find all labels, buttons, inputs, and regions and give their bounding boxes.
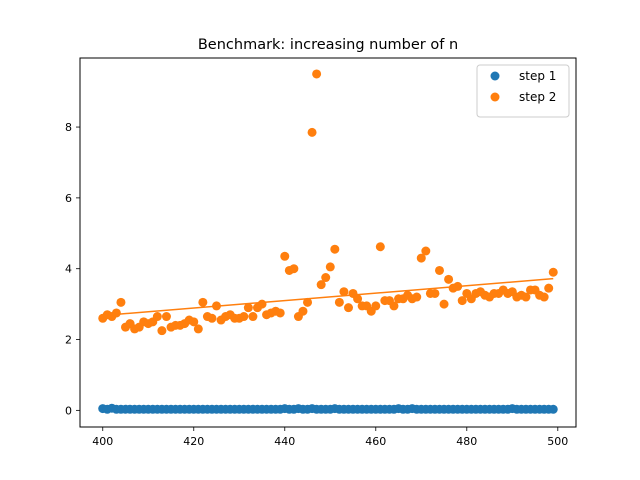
legend-marker-step-1 <box>490 71 500 81</box>
step-2-point <box>157 326 167 336</box>
step-2-point <box>434 265 444 275</box>
step-2-point <box>325 262 335 272</box>
y-tick-label: 0 <box>65 404 72 417</box>
step-2-point <box>371 301 381 311</box>
x-tick-label: 400 <box>92 435 113 448</box>
x-tick-label: 440 <box>274 435 295 448</box>
step-2-point <box>439 299 449 309</box>
step-2-point <box>161 312 171 322</box>
step-2-point <box>307 127 317 137</box>
step-2-point <box>330 244 340 254</box>
x-tick-label: 460 <box>365 435 386 448</box>
plot-frame <box>79 57 577 428</box>
step-2-point <box>280 251 290 261</box>
x-tick-label: 480 <box>456 435 477 448</box>
step-2-point <box>316 280 326 290</box>
plot-content <box>98 69 558 414</box>
step-2-point <box>189 317 199 327</box>
step-2-point <box>412 292 422 302</box>
chart-title: Benchmark: increasing number of n <box>198 37 458 53</box>
step-2-point <box>430 288 440 298</box>
step-2-point <box>289 264 299 274</box>
step-2-point <box>303 297 313 307</box>
step-2-point <box>312 69 322 79</box>
step-2-point <box>239 312 249 322</box>
x-axis: 400 420 440 460 480 500 <box>92 427 568 448</box>
step-2-point <box>116 297 126 307</box>
step-2-point <box>298 306 308 316</box>
step-2-point <box>375 242 385 252</box>
x-tick-label: 500 <box>547 435 568 448</box>
legend-label-step-1: step 1 <box>519 69 556 83</box>
y-axis: 0 2 4 6 8 <box>65 121 80 417</box>
step-2-point <box>334 297 344 307</box>
step-2-point <box>416 253 426 263</box>
step-2-point <box>111 308 121 318</box>
step-2-point <box>257 299 267 309</box>
trend-line <box>102 277 554 317</box>
step-2-point <box>198 297 208 307</box>
step-2-point <box>353 294 363 304</box>
step-2-point <box>539 292 549 302</box>
step-2-point <box>339 287 349 297</box>
y-tick-label: 2 <box>65 334 72 347</box>
y-tick-label: 8 <box>65 121 72 134</box>
legend: step 1 step 2 <box>476 64 570 118</box>
step-2-point <box>248 312 258 322</box>
step-2-point <box>243 303 253 313</box>
step-2-point <box>389 301 399 311</box>
step-1-point <box>548 404 558 414</box>
step-2-point <box>275 308 285 318</box>
step-2-point <box>548 267 558 277</box>
step-2-point <box>207 313 217 323</box>
legend-label-step-2: step 2 <box>519 90 556 104</box>
step-2-point <box>193 324 203 334</box>
step-2-point <box>444 274 454 284</box>
step-2-point <box>421 246 431 256</box>
step-2-point <box>544 283 554 293</box>
step-2-point <box>152 312 162 322</box>
step-2-point <box>521 292 531 302</box>
legend-marker-step-2 <box>490 92 500 102</box>
y-tick-label: 6 <box>65 192 72 205</box>
step-2-point <box>343 303 353 313</box>
step-2-point <box>457 296 467 306</box>
x-tick-label: 420 <box>183 435 204 448</box>
step-2-point <box>321 273 331 283</box>
y-tick-label: 4 <box>65 263 72 276</box>
legend-box <box>476 64 570 118</box>
